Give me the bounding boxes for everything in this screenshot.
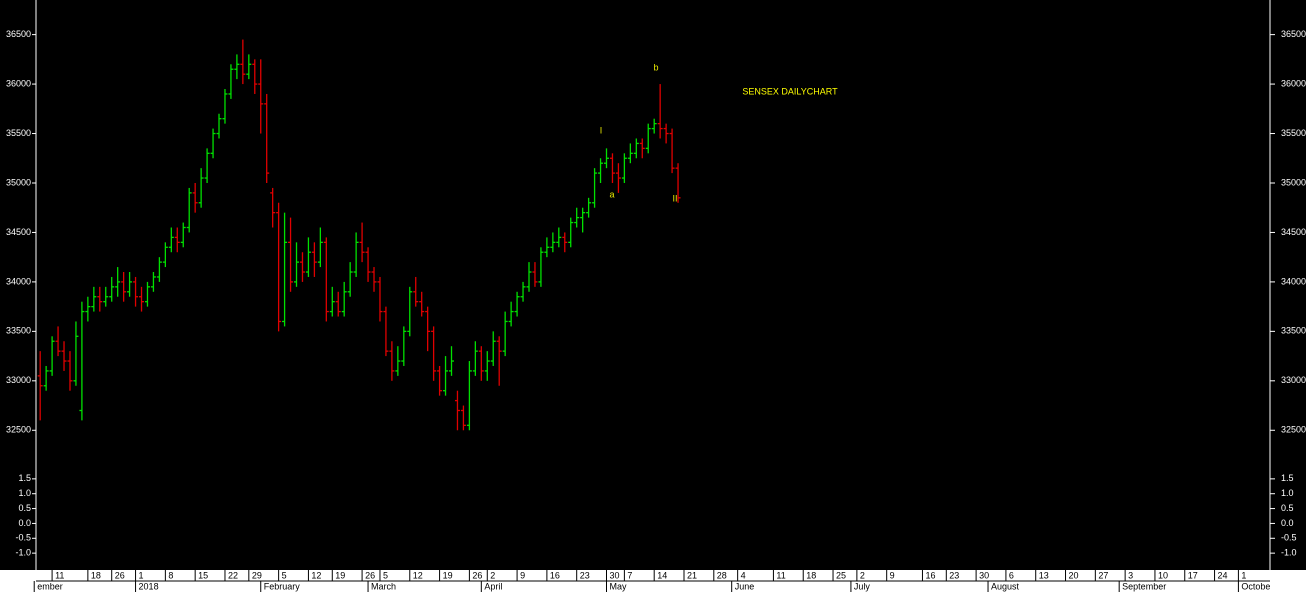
chart-title: SENSEX DAILYCHART	[742, 86, 838, 96]
y-tick-label: 33500	[6, 326, 31, 336]
x-tick-label: 16	[925, 570, 935, 580]
x-tick-label: 30	[610, 570, 620, 580]
month-label: March	[371, 581, 396, 591]
month-label: ember	[37, 581, 63, 591]
y-tick-label: 36500	[1281, 29, 1306, 39]
month-label: September	[1122, 581, 1166, 591]
x-tick-label: 26	[365, 570, 375, 580]
y-tick-label: 34000	[6, 276, 31, 286]
x-tick-label: 10	[1158, 570, 1168, 580]
y-tick-label: 34000	[1281, 276, 1306, 286]
annotation: b	[653, 62, 658, 72]
y-tick-label: -1.0	[1281, 548, 1297, 558]
x-axis-labels: 11 18 26 1 8 15 22 29 5 12 19 26 5 12 19 26 2 9 16 23 30 7 14 2…	[37, 570, 1270, 591]
y-tick-label: 35000	[6, 177, 31, 187]
y-tick-label: -0.5	[15, 533, 31, 543]
y-tick-label: 32500	[1281, 425, 1306, 435]
month-label: July	[854, 581, 871, 591]
x-tick-label: 15	[198, 570, 208, 580]
x-tick-label: 29	[252, 570, 262, 580]
x-tick-label: 2	[490, 570, 495, 580]
y-tick-label: 36000	[6, 78, 31, 88]
month-label: Octobe	[1241, 581, 1270, 591]
y-tick-label: 33000	[6, 375, 31, 385]
y-tick-label: 35000	[1281, 177, 1306, 187]
y-tick-label: 1.0	[18, 488, 31, 498]
y-tick-label: 0.5	[18, 503, 31, 513]
x-tick-label: 11	[776, 570, 785, 580]
y-tick-label: 1.0	[1281, 488, 1294, 498]
x-tick-label: 23	[580, 570, 590, 580]
x-tick-label: 6	[1009, 570, 1014, 580]
month-label: April	[484, 581, 502, 591]
x-tick-label: 18	[91, 570, 101, 580]
x-tick-label: 11	[55, 570, 64, 580]
x-tick-label: 22	[228, 570, 238, 580]
x-tick-label: 1	[139, 570, 144, 580]
x-tick-label: 5	[383, 570, 388, 580]
x-tick-label: 17	[1188, 570, 1198, 580]
y-tick-label: 36500	[6, 29, 31, 39]
y-tick-label: -1.0	[15, 548, 31, 558]
x-tick-label: 19	[335, 570, 345, 580]
x-tick-label: 16	[550, 570, 560, 580]
x-tick-label: 4	[741, 570, 746, 580]
x-tick-label: 9	[520, 570, 525, 580]
x-tick-label: 24	[1218, 570, 1228, 580]
month-label: June	[735, 581, 755, 591]
y-tick-label: 33500	[1281, 326, 1306, 336]
x-tick-label: 3	[1128, 570, 1133, 580]
x-tick-label: 20	[1069, 570, 1079, 580]
x-tick-label: 30	[979, 570, 989, 580]
x-tick-label: 13	[1039, 570, 1049, 580]
x-tick-label: 25	[836, 570, 846, 580]
y-tick-label: 0.5	[1281, 503, 1294, 513]
y-tick-label: 34500	[1281, 227, 1306, 237]
x-tick-label: 21	[687, 570, 697, 580]
x-tick-label: 9	[890, 570, 895, 580]
x-tick-label: 1	[1241, 570, 1246, 580]
y-tick-label: 34500	[6, 227, 31, 237]
x-tick-label: 14	[657, 570, 667, 580]
x-tick-label: 5	[282, 570, 287, 580]
month-label: May	[610, 581, 628, 591]
x-tick-label: 26	[115, 570, 125, 580]
y-tick-label: 1.5	[1281, 473, 1294, 483]
y-tick-label: -0.5	[1281, 533, 1297, 543]
y-tick-label: 33000	[1281, 375, 1306, 385]
y-tick-label: 35500	[6, 128, 31, 138]
y-tick-label: 0.0	[1281, 518, 1294, 528]
month-label: February	[264, 581, 301, 591]
y-tick-label: 32500	[6, 425, 31, 435]
y-tick-label: 35500	[1281, 128, 1306, 138]
x-tick-label: 23	[949, 570, 959, 580]
annotation: a	[609, 189, 614, 199]
x-tick-label: 12	[311, 570, 321, 580]
x-tick-label: 19	[443, 570, 453, 580]
x-tick-label: 2	[860, 570, 865, 580]
annotation: II	[672, 193, 677, 203]
month-label: August	[991, 581, 1020, 591]
y-tick-label: 1.5	[18, 473, 31, 483]
x-tick-label: 7	[627, 570, 632, 580]
x-tick-label: 12	[413, 570, 423, 580]
y-tick-label: 0.0	[18, 518, 31, 528]
x-tick-label: 26	[472, 570, 482, 580]
y-tick-label: 36000	[1281, 78, 1306, 88]
x-tick-label: 8	[168, 570, 173, 580]
x-tick-label: 18	[806, 570, 816, 580]
x-tick-label: 28	[717, 570, 727, 580]
month-label: 2018	[139, 581, 159, 591]
x-tick-label: 27	[1098, 570, 1108, 580]
annotation: I	[600, 125, 603, 135]
